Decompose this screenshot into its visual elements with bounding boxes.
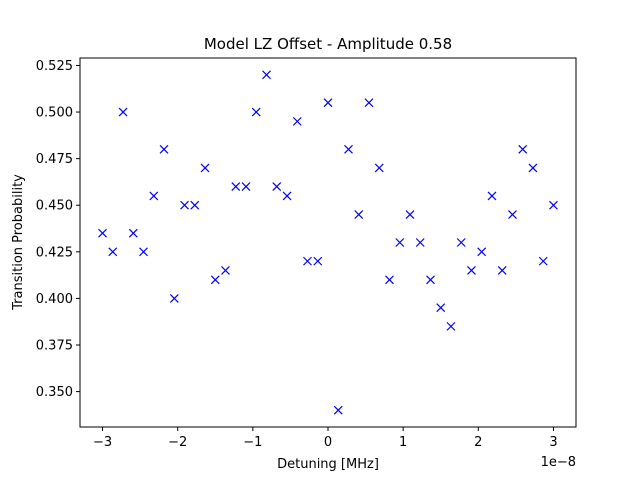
data-point: [405, 210, 415, 219]
data-point: [333, 405, 343, 415]
y-axis: 0.350 0.375 0.400 0.425 0.450 0.475 0.500 0.525: [36, 59, 80, 400]
data-point: [344, 144, 353, 154]
chart-title: Model LZ Offset - Amplitude 0.58: [204, 35, 452, 53]
data-point: [210, 275, 220, 285]
x-axis-label: Detuning [MHz]: [277, 457, 379, 472]
data-point: [508, 210, 517, 219]
data-point: [221, 266, 230, 275]
data-point: [323, 98, 333, 108]
y-axis-label: Transition Probability: [11, 174, 26, 311]
data-point: [549, 200, 558, 210]
data-point: [467, 266, 476, 275]
data-point: [292, 116, 302, 126]
y-tick-label: 0.350: [36, 385, 73, 400]
x-tick-label: 3: [549, 435, 557, 450]
data-points: [98, 70, 558, 415]
data-point: [190, 200, 200, 210]
data-point: [200, 163, 210, 173]
x-tick-label: −2: [168, 435, 187, 450]
x-tick-label: 1: [399, 435, 407, 450]
data-point: [354, 210, 364, 219]
y-tick-label: 0.450: [36, 199, 73, 214]
data-point: [477, 247, 487, 257]
y-tick-label: 0.425: [36, 245, 73, 260]
data-point: [446, 321, 456, 331]
data-point: [241, 182, 251, 192]
data-point: [149, 191, 159, 201]
x-tick-label: −1: [243, 435, 262, 450]
data-point: [169, 293, 179, 303]
y-tick-label: 0.525: [36, 59, 73, 74]
data-point: [528, 163, 538, 173]
data-point: [303, 256, 312, 266]
axes-frame: [79, 57, 577, 428]
y-tick-label: 0.400: [36, 292, 73, 307]
data-point: [426, 275, 435, 285]
data-point: [436, 303, 446, 313]
data-point: [118, 107, 128, 117]
data-point: [538, 256, 548, 266]
data-point: [487, 191, 497, 201]
data-point: [108, 247, 118, 257]
x-axis: −3 −2 −1 0 1 2 3: [93, 427, 558, 450]
data-point: [313, 256, 323, 266]
data-point: [231, 182, 241, 192]
data-point: [518, 144, 528, 154]
data-point: [395, 238, 405, 247]
data-point: [272, 182, 282, 192]
data-point: [456, 238, 466, 247]
data-point: [385, 275, 394, 285]
data-point: [262, 70, 271, 80]
y-tick-label: 0.375: [36, 339, 73, 354]
x-tick-label: 2: [474, 435, 482, 450]
data-point: [180, 200, 189, 210]
data-point: [128, 228, 138, 238]
data-point: [374, 163, 384, 173]
x-tick-label: 0: [324, 435, 332, 450]
data-point: [282, 191, 292, 201]
data-point: [251, 107, 261, 117]
data-point: [139, 247, 148, 257]
y-tick-label: 0.475: [36, 152, 73, 167]
data-point: [497, 266, 507, 275]
data-point: [364, 98, 374, 108]
x-tick-label: −3: [93, 435, 112, 450]
y-tick-label: 0.500: [36, 106, 73, 121]
data-point: [415, 238, 425, 247]
data-point: [159, 144, 169, 154]
x-axis-offset-label: 1e−8: [541, 455, 576, 470]
data-point: [98, 228, 107, 238]
